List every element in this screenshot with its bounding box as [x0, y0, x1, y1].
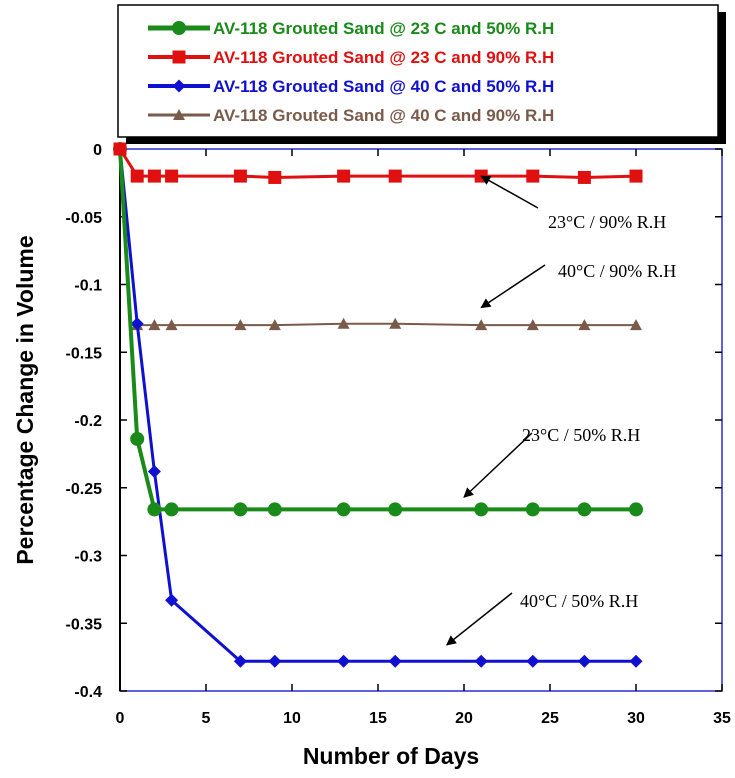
- y-tick-label: -0.35: [66, 616, 103, 633]
- data-point: [526, 319, 539, 331]
- y-tick-label: -0.25: [66, 481, 103, 498]
- x-tick-label: 0: [116, 710, 125, 727]
- series-square: [113, 142, 643, 184]
- data-point: [147, 502, 162, 517]
- data-point: [267, 502, 282, 517]
- data-point: [629, 502, 643, 517]
- axes: [119, 148, 723, 692]
- data-point: [165, 169, 179, 183]
- data-point: [113, 142, 127, 156]
- data-point: [337, 317, 350, 329]
- data-point: [268, 654, 282, 668]
- data-point: [388, 654, 402, 668]
- data-point: [130, 169, 144, 183]
- data-point: [629, 654, 643, 668]
- x-tick-label: 25: [541, 710, 559, 727]
- data-point: [130, 431, 145, 446]
- data-point: [233, 654, 247, 668]
- legend-entry: AV-118 Grouted Sand @ 23 C and 90% R.H: [148, 48, 554, 67]
- legend-label: AV-118 Grouted Sand @ 40 C and 90% R.H: [213, 106, 554, 125]
- annotation-label: 40°C / 90% R.H: [558, 261, 676, 281]
- series-layer: [113, 142, 643, 668]
- data-point: [577, 502, 592, 517]
- annotation-label: 23°C / 90% R.H: [548, 212, 666, 232]
- x-tick-label: 10: [283, 710, 301, 727]
- plot-frame: [119, 148, 723, 692]
- legend-swatch-marker: [172, 21, 186, 35]
- data-point: [629, 169, 643, 183]
- data-point: [474, 654, 488, 668]
- annotation-arrow: [446, 592, 513, 646]
- series-circle: [113, 142, 643, 517]
- data-point: [577, 170, 591, 184]
- x-tick-label: 5: [202, 710, 211, 727]
- data-point: [336, 502, 351, 517]
- y-tick-label: -0.15: [66, 345, 103, 362]
- data-point: [526, 654, 540, 668]
- data-point: [165, 319, 178, 331]
- data-point: [147, 464, 161, 478]
- legend-swatch-marker: [172, 79, 186, 93]
- x-tick-label: 35: [713, 710, 731, 727]
- legend-swatch-marker: [173, 109, 185, 120]
- x-axis-title: Number of Days: [303, 743, 479, 769]
- ticks: 0 -0.05 -0.1 -0.15 -0.2 -0.25 -0.3 -0.35 -0.4 0 5 1…: [66, 142, 731, 727]
- x-tick-label: 20: [455, 710, 473, 727]
- series-line: [118, 148, 636, 663]
- data-point: [268, 170, 282, 184]
- annotation-arrow: [480, 264, 546, 309]
- x-tick-label: 30: [627, 710, 645, 727]
- data-point: [337, 169, 351, 183]
- data-point: [388, 502, 403, 517]
- data-point: [268, 319, 281, 331]
- data-point: [337, 654, 351, 668]
- legend-swatch-marker: [172, 50, 186, 64]
- data-point: [475, 319, 488, 331]
- data-point: [388, 169, 402, 183]
- y-axis-title: Percentage Change in Volume: [12, 235, 38, 564]
- y-tick-label: 0: [93, 142, 102, 159]
- y-tick-label: -0.05: [66, 210, 103, 227]
- series-line: [118, 148, 636, 512]
- annotation-arrow: [480, 175, 539, 209]
- annotation-layer: 23°C / 90% R.H 40°C / 90% R.H 23°C / 50% R…: [446, 175, 676, 646]
- legend-entry: AV-118 Grouted Sand @ 40 C and 90% R.H: [148, 106, 554, 125]
- data-point: [577, 654, 591, 668]
- data-point: [234, 319, 247, 331]
- data-point: [148, 319, 161, 331]
- annotation-arrow: [463, 432, 533, 498]
- annotation: 40°C / 90% R.H: [480, 261, 676, 309]
- y-tick-label: -0.2: [74, 413, 102, 430]
- data-point: [164, 502, 179, 517]
- legend-entry: AV-118 Grouted Sand @ 40 C and 50% R.H: [148, 77, 554, 96]
- data-point: [526, 169, 540, 183]
- legend-label: AV-118 Grouted Sand @ 40 C and 50% R.H: [213, 77, 554, 96]
- x-tick-label: 15: [369, 710, 387, 727]
- data-point: [525, 502, 540, 517]
- legend-box: [117, 4, 719, 138]
- data-point: [578, 319, 591, 331]
- legend-label: AV-118 Grouted Sand @ 23 C and 90% R.H: [213, 48, 554, 67]
- annotation: 40°C / 50% R.H: [446, 591, 638, 646]
- legend-label: AV-118 Grouted Sand @ 23 C and 50% R.H: [213, 19, 554, 38]
- data-point: [630, 319, 642, 331]
- y-tick-label: -0.1: [74, 278, 102, 295]
- data-point: [474, 502, 489, 517]
- data-point: [130, 317, 144, 331]
- data-point: [165, 593, 179, 607]
- data-point: [147, 169, 161, 183]
- annotation: 23°C / 50% R.H: [463, 425, 640, 498]
- annotation-label: 40°C / 50% R.H: [520, 591, 638, 611]
- data-point: [233, 502, 248, 517]
- data-point: [389, 317, 402, 329]
- data-point: [233, 169, 247, 183]
- legend-entry: AV-118 Grouted Sand @ 23 C and 50% R.H: [148, 19, 554, 38]
- annotation: 23°C / 90% R.H: [480, 175, 666, 232]
- y-tick-label: -0.4: [74, 684, 102, 701]
- annotation-label: 23°C / 50% R.H: [522, 425, 640, 445]
- series-diamond: [113, 142, 643, 668]
- y-tick-label: -0.3: [74, 549, 102, 566]
- legend: AV-118 Grouted Sand @ 23 C and 50% R.H AV…: [117, 4, 726, 144]
